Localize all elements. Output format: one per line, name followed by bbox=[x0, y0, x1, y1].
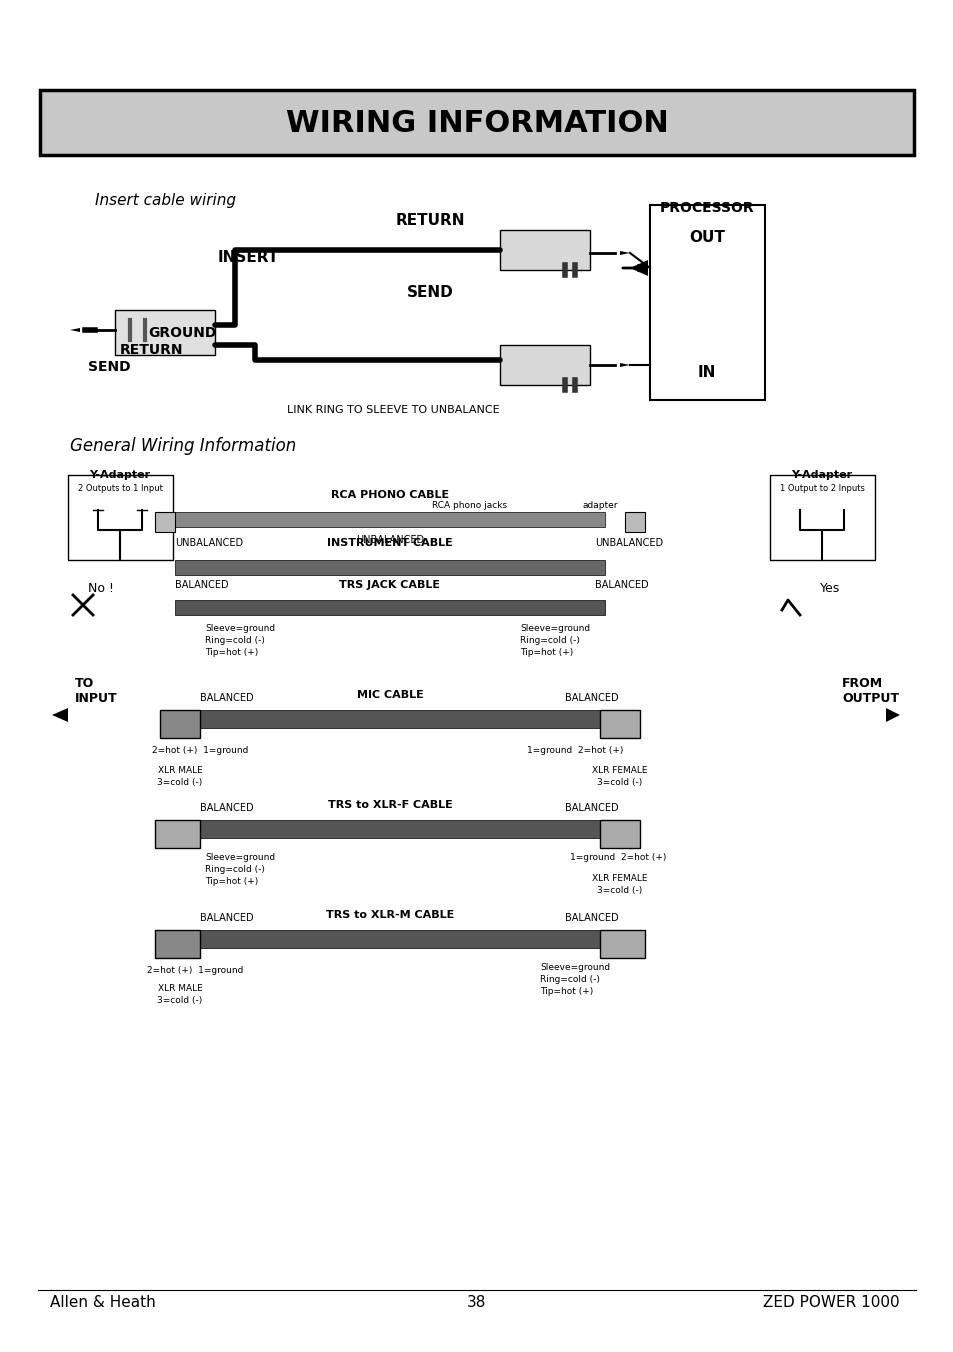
Text: Y-Adapter: Y-Adapter bbox=[791, 470, 852, 480]
Text: INSERT: INSERT bbox=[217, 250, 278, 265]
Text: BALANCED: BALANCED bbox=[200, 803, 253, 813]
Text: Ring=cold (-): Ring=cold (-) bbox=[205, 865, 265, 873]
Text: Ring=cold (-): Ring=cold (-) bbox=[205, 635, 265, 645]
Polygon shape bbox=[885, 708, 899, 722]
Text: Ring=cold (-): Ring=cold (-) bbox=[519, 635, 579, 645]
Bar bbox=[499, 230, 589, 270]
Text: PROCESSOR: PROCESSOR bbox=[659, 201, 754, 215]
Text: BALANCED: BALANCED bbox=[174, 580, 229, 589]
Bar bbox=[174, 560, 604, 575]
Text: MIC CABLE: MIC CABLE bbox=[356, 690, 423, 700]
Bar bbox=[115, 310, 214, 356]
Text: SEND: SEND bbox=[88, 360, 131, 375]
Text: No !: No ! bbox=[88, 581, 113, 595]
Text: 1=ground  2=hot (+): 1=ground 2=hot (+) bbox=[569, 853, 666, 863]
Text: BALANCED: BALANCED bbox=[564, 913, 618, 923]
Text: RCA phono jacks: RCA phono jacks bbox=[432, 502, 507, 510]
Bar bbox=[649, 206, 764, 400]
Text: UNBALANCED: UNBALANCED bbox=[595, 538, 662, 548]
Text: BALANCED: BALANCED bbox=[595, 580, 648, 589]
Polygon shape bbox=[52, 708, 68, 722]
Text: TRS to XLR-F CABLE: TRS to XLR-F CABLE bbox=[327, 800, 452, 810]
Polygon shape bbox=[619, 362, 629, 366]
Text: Sleeve=ground: Sleeve=ground bbox=[205, 853, 274, 863]
Polygon shape bbox=[70, 329, 80, 333]
Bar bbox=[154, 512, 174, 531]
Bar bbox=[68, 475, 172, 560]
Text: XLR MALE: XLR MALE bbox=[157, 984, 202, 992]
Text: LINK RING TO SLEEVE TO UNBALANCE: LINK RING TO SLEEVE TO UNBALANCE bbox=[287, 406, 498, 415]
Bar bbox=[624, 512, 644, 531]
Bar bbox=[599, 930, 644, 959]
Bar bbox=[200, 710, 599, 727]
Text: 2 Outputs to 1 Input: 2 Outputs to 1 Input bbox=[77, 484, 162, 493]
Text: TO
INPUT: TO INPUT bbox=[75, 677, 117, 704]
Text: Sleeve=ground: Sleeve=ground bbox=[519, 625, 590, 633]
Bar bbox=[599, 821, 639, 848]
Bar bbox=[174, 512, 604, 527]
Text: UNBALANCED: UNBALANCED bbox=[174, 538, 243, 548]
Text: Sleeve=ground: Sleeve=ground bbox=[539, 963, 610, 972]
Text: IN: IN bbox=[697, 365, 716, 380]
Text: BALANCED: BALANCED bbox=[200, 913, 253, 923]
Bar bbox=[499, 345, 589, 385]
Bar bbox=[154, 821, 200, 848]
Text: TRS JACK CABLE: TRS JACK CABLE bbox=[339, 580, 440, 589]
Bar bbox=[200, 930, 599, 948]
Text: Ring=cold (-): Ring=cold (-) bbox=[539, 975, 599, 984]
Bar bbox=[200, 821, 599, 838]
Text: 2=hot (+)  1=ground: 2=hot (+) 1=ground bbox=[147, 965, 243, 975]
Bar bbox=[599, 710, 639, 738]
Text: BALANCED: BALANCED bbox=[564, 694, 618, 703]
Text: XLR MALE: XLR MALE bbox=[157, 767, 202, 775]
Bar bbox=[40, 91, 913, 155]
Text: Allen & Heath: Allen & Heath bbox=[50, 1295, 155, 1310]
Bar bbox=[174, 600, 604, 615]
Text: WIRING INFORMATION: WIRING INFORMATION bbox=[285, 108, 668, 138]
Text: Y-Adapter: Y-Adapter bbox=[90, 470, 151, 480]
Text: GROUND: GROUND bbox=[148, 326, 216, 339]
Text: 3=cold (-): 3=cold (-) bbox=[597, 886, 642, 895]
Text: 3=cold (-): 3=cold (-) bbox=[157, 777, 202, 787]
Text: ZED POWER 1000: ZED POWER 1000 bbox=[762, 1295, 899, 1310]
Text: 3=cold (-): 3=cold (-) bbox=[597, 777, 642, 787]
Text: Tip=hot (+): Tip=hot (+) bbox=[539, 987, 593, 996]
Text: Tip=hot (+): Tip=hot (+) bbox=[205, 648, 258, 657]
Text: Yes: Yes bbox=[820, 581, 840, 595]
Text: FROM
OUTPUT: FROM OUTPUT bbox=[841, 677, 898, 704]
Text: INSTRUMENT CABLE: INSTRUMENT CABLE bbox=[327, 538, 453, 548]
Text: RCA PHONO CABLE: RCA PHONO CABLE bbox=[331, 489, 449, 500]
Text: BALANCED: BALANCED bbox=[564, 803, 618, 813]
Text: OUT: OUT bbox=[688, 230, 724, 245]
Text: RETURN: RETURN bbox=[120, 343, 183, 357]
Bar bbox=[769, 475, 874, 560]
Text: adapter: adapter bbox=[581, 502, 618, 510]
Text: TRS to XLR-M CABLE: TRS to XLR-M CABLE bbox=[326, 910, 454, 919]
Text: 1=ground  2=hot (+): 1=ground 2=hot (+) bbox=[526, 746, 622, 754]
Text: 3=cold (-): 3=cold (-) bbox=[157, 996, 202, 1005]
Text: BALANCED: BALANCED bbox=[200, 694, 253, 703]
Text: SEND: SEND bbox=[406, 285, 453, 300]
Text: 1 Output to 2 Inputs: 1 Output to 2 Inputs bbox=[779, 484, 863, 493]
Polygon shape bbox=[629, 260, 647, 276]
Text: XLR FEMALE: XLR FEMALE bbox=[592, 767, 647, 775]
Text: 38: 38 bbox=[467, 1295, 486, 1310]
Text: General Wiring Information: General Wiring Information bbox=[70, 437, 296, 456]
Bar bbox=[154, 930, 200, 959]
Text: Tip=hot (+): Tip=hot (+) bbox=[205, 877, 258, 886]
Text: 2=hot (+)  1=ground: 2=hot (+) 1=ground bbox=[152, 746, 248, 754]
Text: Insert cable wiring: Insert cable wiring bbox=[95, 193, 235, 208]
Text: RETURN: RETURN bbox=[395, 214, 464, 228]
Text: Sleeve=ground: Sleeve=ground bbox=[205, 625, 274, 633]
Bar bbox=[160, 710, 200, 738]
Text: UNBALANCED: UNBALANCED bbox=[355, 535, 424, 545]
Text: XLR FEMALE: XLR FEMALE bbox=[592, 873, 647, 883]
Text: Tip=hot (+): Tip=hot (+) bbox=[519, 648, 573, 657]
Polygon shape bbox=[619, 251, 629, 256]
